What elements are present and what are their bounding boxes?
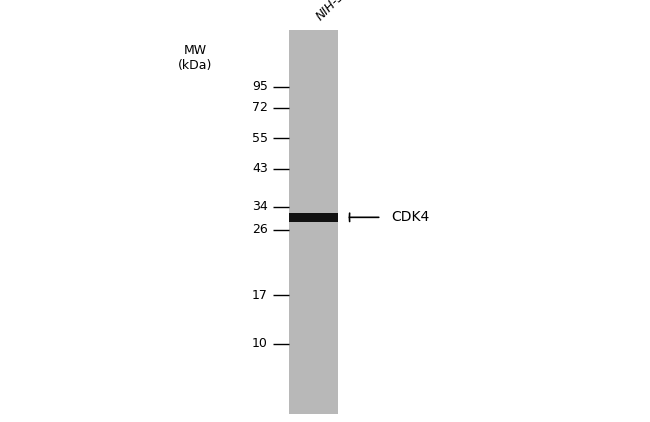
- Text: 43: 43: [252, 162, 268, 175]
- Bar: [289, 213, 338, 222]
- Text: 95: 95: [252, 80, 268, 93]
- Text: 10: 10: [252, 338, 268, 350]
- Bar: [289, 30, 338, 414]
- Text: 72: 72: [252, 101, 268, 114]
- Text: MW
(kDa): MW (kDa): [178, 44, 212, 72]
- Text: CDK4: CDK4: [391, 210, 430, 225]
- Text: 34: 34: [252, 200, 268, 213]
- Text: NIH-3T3: NIH-3T3: [314, 0, 359, 23]
- Text: 55: 55: [252, 132, 268, 145]
- Text: 17: 17: [252, 289, 268, 302]
- Text: 26: 26: [252, 224, 268, 236]
